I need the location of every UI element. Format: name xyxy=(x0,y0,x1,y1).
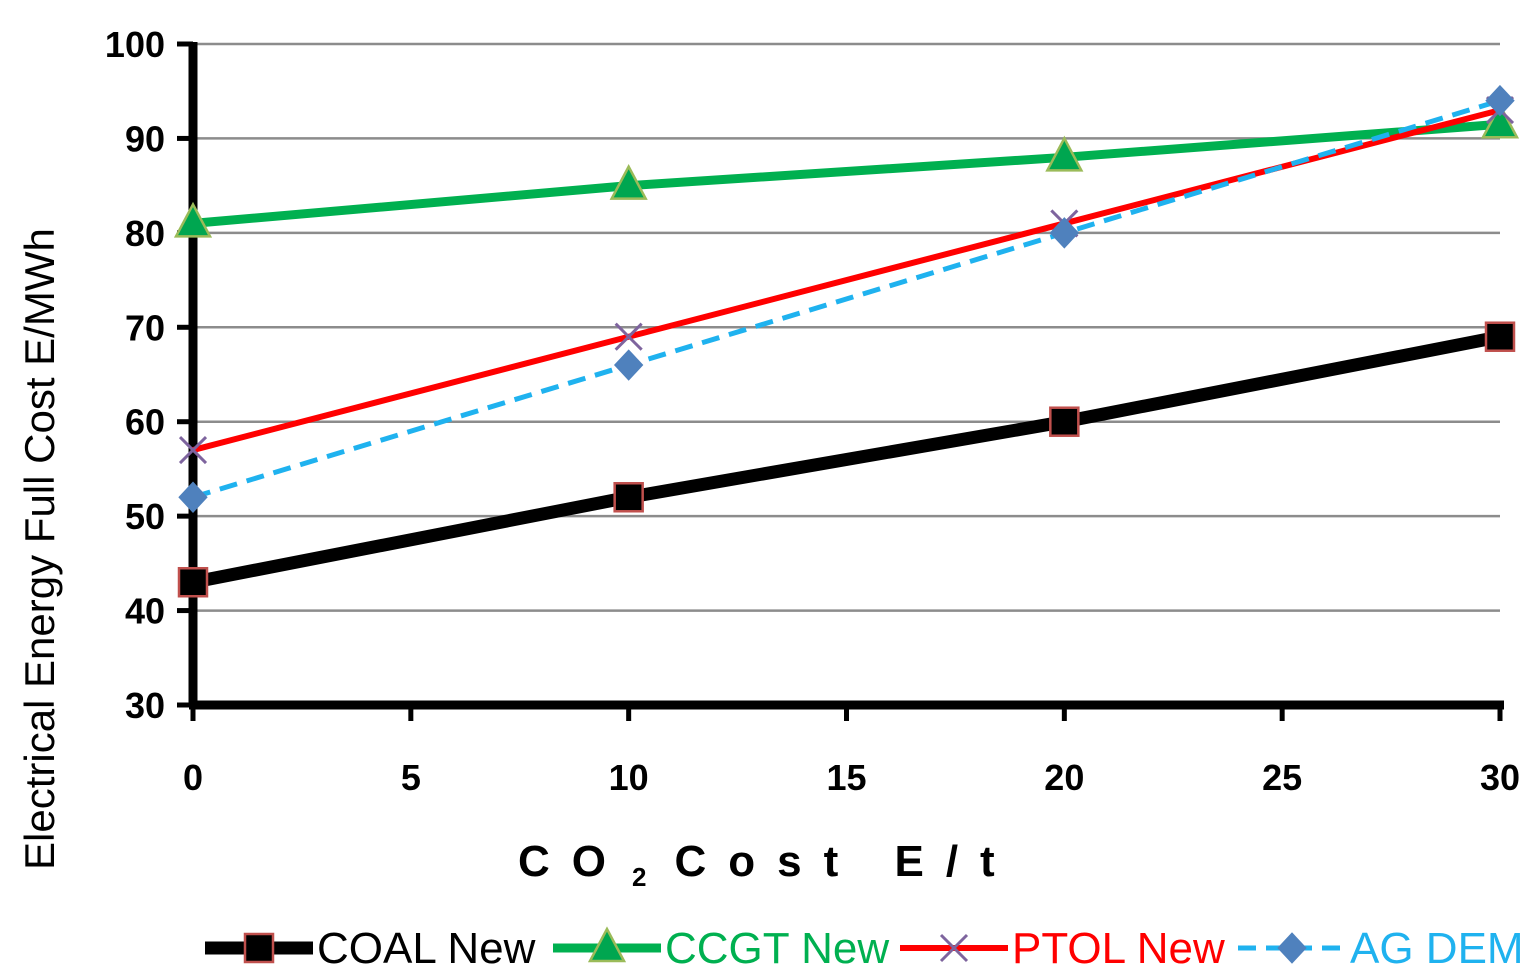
x-axis-title: CO 2 Cost E/t xyxy=(518,837,1017,892)
data-point-s3-1 xyxy=(613,349,644,381)
y-tick-label-60: 60 xyxy=(125,402,165,443)
y-tick-label-30: 30 xyxy=(125,685,165,726)
gridlines xyxy=(193,42,1500,612)
y-tick-label-80: 80 xyxy=(125,213,165,254)
legend-marker-0 xyxy=(243,932,275,964)
data-point-s0-2 xyxy=(1049,406,1080,437)
legend-label-2: PTOL New xyxy=(1012,924,1225,972)
y-tick-label-40: 40 xyxy=(125,591,165,632)
series-line-0 xyxy=(191,330,1502,589)
legend: COAL New CCGT New PTOL New AG DEM xyxy=(205,924,1524,972)
series-layer xyxy=(173,84,1520,598)
data-point-s0-1 xyxy=(613,482,644,513)
tick-labels: 30 40 50 60 70 80 90 100 0 5 10 15 20 25 30 xyxy=(105,24,1520,798)
legend-label-0: COAL New xyxy=(317,924,536,972)
x-tick-label-15: 15 xyxy=(826,757,866,798)
series-line-3 xyxy=(192,98,1501,500)
legend-marker-1 xyxy=(587,926,627,963)
x-axis-title-suffix: Cost E/t xyxy=(674,837,1016,886)
y-tick-label-70: 70 xyxy=(125,307,165,348)
data-point-s1-3 xyxy=(1480,102,1520,139)
y-tick-label-100: 100 xyxy=(105,24,165,65)
legend-marker-2 xyxy=(939,933,969,963)
data-point-s2-0 xyxy=(178,435,208,465)
data-point-s2-1 xyxy=(614,322,643,351)
data-point-s3-3 xyxy=(1485,84,1515,117)
x-tick-label-20: 20 xyxy=(1044,757,1084,798)
data-point-s1-0 xyxy=(173,201,213,238)
legend-marker-3 xyxy=(1277,932,1307,964)
x-tick-label-10: 10 xyxy=(609,757,649,798)
series-line-2 xyxy=(192,107,1501,453)
series-line-1 xyxy=(192,119,1501,228)
x-tick-label-5: 5 xyxy=(401,757,421,798)
y-tick-label-50: 50 xyxy=(125,496,165,537)
y-axis-title: Electrical Energy Full Cost E/MWh xyxy=(16,228,63,870)
legend-label-1: CCGT New xyxy=(665,924,889,972)
x-tick-label-0: 0 xyxy=(183,757,203,798)
data-point-s1-1 xyxy=(609,163,648,200)
data-point-s3-2 xyxy=(1049,217,1080,249)
x-axis-title-subscript: 2 xyxy=(632,862,646,892)
x-tick-label-25: 25 xyxy=(1262,757,1302,798)
data-point-s0-3 xyxy=(1484,321,1516,352)
data-point-s0-0 xyxy=(177,566,209,598)
y-tick-label-90: 90 xyxy=(125,118,165,159)
legend-label-3: AG DEM xyxy=(1350,924,1524,972)
data-point-s1-2 xyxy=(1045,135,1084,172)
data-point-s3-0 xyxy=(178,481,208,513)
axes xyxy=(177,41,1504,721)
x-axis-title-main: CO xyxy=(518,837,628,886)
x-tick-label-30: 30 xyxy=(1480,757,1520,798)
